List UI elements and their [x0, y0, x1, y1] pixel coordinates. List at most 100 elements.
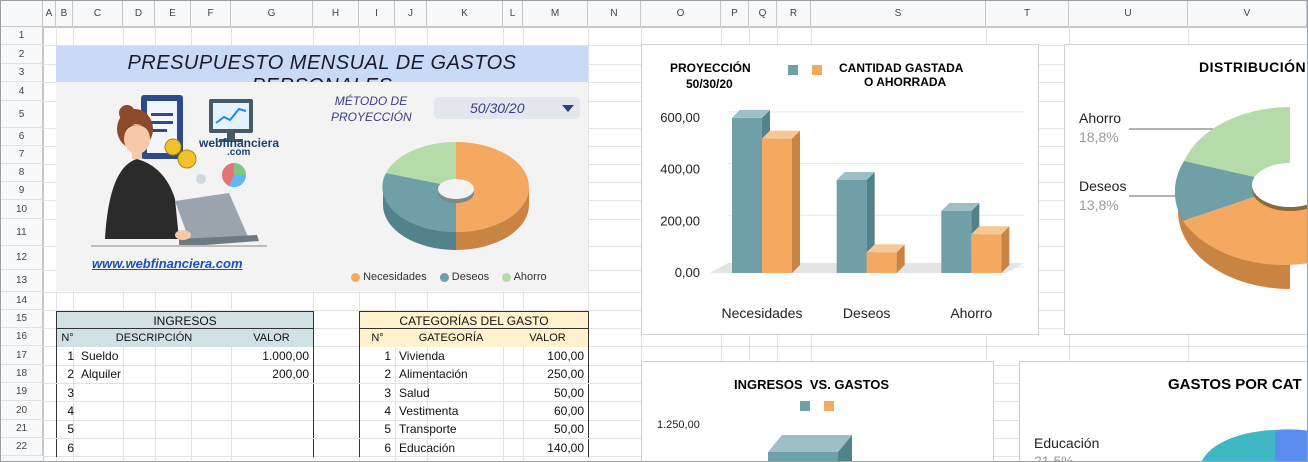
row-header-5[interactable]: 5 [1, 101, 43, 128]
ingresos-cell-val[interactable] [230, 383, 314, 402]
ingresos-cell-desc[interactable] [78, 420, 230, 438]
method-dropdown[interactable]: 50/30/20 [434, 97, 580, 119]
income-vs-expenses-card[interactable]: INGRESOS VS. GASTOS 1.250,00 [641, 361, 994, 461]
column-header-p[interactable]: P [721, 1, 749, 27]
row-header-14[interactable]: 14 [1, 292, 43, 310]
row-header-6[interactable]: 6 [1, 128, 43, 146]
column-header-o[interactable]: O [641, 1, 721, 27]
row-header-20[interactable]: 20 [1, 401, 43, 420]
ingresos-cell-val[interactable] [230, 438, 314, 457]
ingresos-cell-desc[interactable] [78, 384, 230, 402]
row-header-21[interactable]: 21 [1, 420, 43, 438]
row-header-15[interactable]: 15 [1, 310, 43, 328]
gastos-cell-n[interactable]: 5 [359, 420, 395, 439]
distribution-pie-card[interactable]: DISTRIBUCIÓN Ahorro 18,8% Deseos 13,8% [1064, 44, 1307, 335]
row-header-18[interactable]: 18 [1, 365, 43, 383]
column-header-f[interactable]: F [191, 1, 231, 27]
column-header-t[interactable]: T [986, 1, 1069, 27]
row-header-22[interactable]: 22 [1, 438, 43, 456]
column-header-i[interactable]: I [359, 1, 395, 27]
gastos-cell-val[interactable]: 140,00 [507, 438, 589, 457]
gastos-cell-cat[interactable]: Vivienda [399, 349, 445, 363]
column-header-g[interactable]: G [231, 1, 313, 27]
gastos-col-cat[interactable]: GATEGORÍA [395, 329, 507, 347]
gastos-col-val[interactable]: VALOR [507, 329, 589, 347]
row-header-1[interactable]: 1 [1, 27, 43, 45]
ingresos-col-n[interactable]: N° [56, 329, 78, 347]
ingresos-cell-n[interactable]: 3 [56, 383, 78, 402]
select-all-corner[interactable] [1, 1, 43, 27]
row-header-4[interactable]: 4 [1, 82, 43, 101]
gastos-cell-n[interactable]: 1 [359, 347, 395, 365]
gastos-cell-cat[interactable]: Alimentación [399, 367, 468, 382]
ingresos-cell-desc[interactable] [78, 439, 230, 457]
ingresos-col-val[interactable]: VALOR [230, 329, 314, 347]
ingresos-cell-val[interactable] [230, 420, 314, 439]
ingresos-cell-n[interactable]: 1 [56, 347, 78, 365]
column-header-q[interactable]: Q [749, 1, 777, 27]
gastos-cell-n[interactable]: 4 [359, 401, 395, 420]
ingresos-col-desc[interactable]: DESCRIPCIÓN [78, 329, 230, 347]
ingresos-cell-n[interactable]: 5 [56, 420, 78, 439]
income-bar-top [768, 435, 852, 461]
gastos-cell-cat[interactable]: Transporte [399, 422, 457, 437]
ingresos-cell-n[interactable]: 4 [56, 401, 78, 420]
ingresos-title[interactable]: INGRESOS [56, 311, 314, 329]
gastos-cell-val[interactable]: 60,00 [507, 401, 589, 420]
ingresos-cell-desc[interactable] [78, 402, 230, 420]
row-header-12[interactable]: 12 [1, 246, 43, 270]
column-header-s[interactable]: S [811, 1, 986, 27]
gastos-cell-val[interactable]: 50,00 [507, 383, 589, 402]
row-header-10[interactable]: 10 [1, 200, 43, 219]
gastos-col-n[interactable]: N° [359, 329, 395, 347]
ingresos-cell-val[interactable]: 200,00 [230, 365, 314, 384]
column-header-l[interactable]: L [503, 1, 523, 27]
gastos-cell-cat[interactable]: Salud [399, 385, 430, 400]
row-header-11[interactable]: 11 [1, 219, 43, 246]
column-header-b[interactable]: B [56, 1, 73, 27]
ingresos-cell-n[interactable]: 2 [56, 365, 78, 384]
column-header-n[interactable]: N [588, 1, 641, 27]
row-header-2[interactable]: 2 [1, 45, 43, 64]
website-link[interactable]: www.webfinanciera.com [92, 256, 243, 271]
row-header-17[interactable]: 17 [1, 346, 43, 365]
ingresos-cell-desc[interactable]: Sueldo [81, 349, 119, 363]
gastos-cell-cat[interactable]: Educación [399, 440, 456, 455]
gastos-cell-val[interactable]: 50,00 [507, 420, 589, 439]
column-header-h[interactable]: H [313, 1, 359, 27]
column-header-e[interactable]: E [155, 1, 191, 27]
row-header-16[interactable]: 16 [1, 328, 43, 346]
row-header-8[interactable]: 8 [1, 164, 43, 182]
projection-bar-chart-card[interactable]: PROYECCIÓN 50/30/20 CANTIDAD GASTADA O A… [641, 44, 1039, 335]
gastos-cell-n[interactable]: 3 [359, 383, 395, 402]
gastos-cell-n[interactable]: 2 [359, 365, 395, 384]
column-header-r[interactable]: R [777, 1, 811, 27]
ingresos-cell-n[interactable]: 6 [56, 438, 78, 457]
gastos-cell-val[interactable]: 100,00 [507, 347, 589, 365]
gastos-title[interactable]: CATEGORÍAS DEL GASTO [359, 311, 589, 329]
ingresos-cell-desc[interactable]: Alquiler [81, 367, 122, 382]
row-header-9[interactable]: 9 [1, 182, 43, 200]
column-header-v[interactable]: V [1188, 1, 1307, 27]
column-header-c[interactable]: C [73, 1, 123, 27]
column-header-a[interactable]: A [43, 1, 56, 27]
gastos-cell-val[interactable]: 250,00 [507, 365, 589, 384]
column-header-j[interactable]: J [395, 1, 427, 27]
row-header-19[interactable]: 19 [1, 383, 43, 401]
column-header-d[interactable]: D [123, 1, 155, 27]
expenses-by-category-card[interactable]: GASTOS POR CAT Educación 21,5% [1019, 361, 1307, 461]
ingresos-cell-val[interactable] [230, 401, 314, 420]
column-header-u[interactable]: U [1069, 1, 1188, 27]
title-banner[interactable]: PRESUPUESTO MENSUAL DE GASTOS PERSONALES [56, 46, 588, 97]
row-header-7[interactable]: 7 [1, 146, 43, 164]
method-label-line2: PROYECCIÓN [331, 110, 412, 124]
chevron-down-icon[interactable] [562, 105, 574, 112]
gastos-cell-cat[interactable]: Vestimenta [399, 403, 459, 418]
column-header-m[interactable]: M [523, 1, 588, 27]
gastos-cell-n[interactable]: 6 [359, 438, 395, 457]
row-header-3[interactable]: 3 [1, 64, 43, 82]
ingresos-cell-val[interactable]: 1.000,00 [230, 347, 314, 365]
projection-donut-chart[interactable] [379, 139, 533, 255]
column-header-k[interactable]: K [427, 1, 503, 27]
row-header-13[interactable]: 13 [1, 270, 43, 292]
